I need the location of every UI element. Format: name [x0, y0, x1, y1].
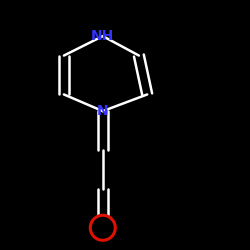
Text: NH: NH: [91, 29, 114, 43]
Text: N: N: [97, 104, 108, 118]
